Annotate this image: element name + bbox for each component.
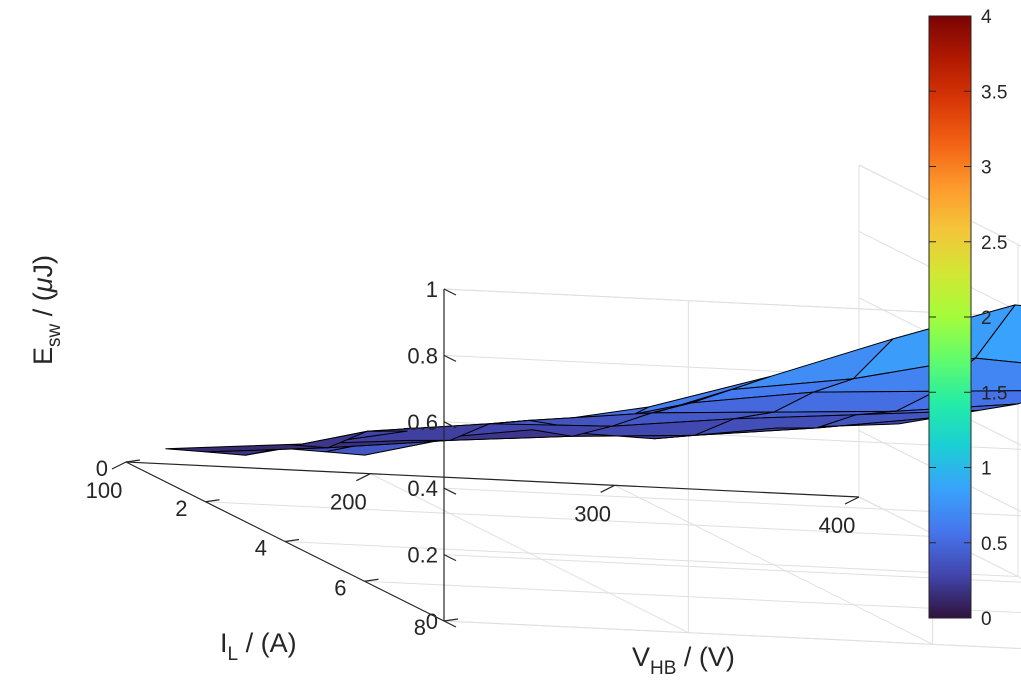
z-tick-label: 1: [426, 277, 438, 302]
x-axis-label: VHB / (V): [632, 642, 735, 679]
z-tick-mark: [443, 354, 457, 362]
x-tick-mark: [356, 473, 371, 482]
x-tick-mark: [600, 484, 615, 493]
z-tick-label: 0.8: [407, 343, 438, 368]
y-axis-label: IL / (A): [220, 628, 297, 665]
y-tick-mark: [205, 499, 220, 503]
colorbar-tick-label: 2: [981, 308, 992, 329]
y-tick-label: 4: [255, 536, 267, 561]
z-tick-mark: [443, 554, 457, 562]
y-tick-mark: [125, 459, 141, 463]
colorbar-ticks: 0 0.5 1 1.5 2 2.5 3 3.5 4: [929, 7, 1007, 630]
grid-line-y: [205, 501, 939, 538]
y-tick-mark: [284, 538, 300, 543]
colorbar-tick-label: 0.5: [981, 534, 1007, 555]
colorbar-tick-label: 3.5: [981, 82, 1007, 103]
z-tick-mark: [443, 620, 457, 628]
y-tick-label: 0: [96, 456, 108, 481]
z-tick-mark: [443, 487, 457, 495]
x-tick-label: 300: [574, 501, 611, 526]
z-axis-label: Esw / (μJ): [28, 255, 65, 365]
x-tick-label: 100: [86, 478, 123, 503]
colorbar-tick-label: 2.5: [981, 233, 1007, 254]
box-edge: [443, 288, 1021, 318]
grid-line-y: [284, 541, 1019, 577]
grid-line-y: [364, 580, 1021, 614]
x-tick-mark: [111, 461, 127, 470]
y-tick-label: 2: [175, 496, 187, 521]
z-tick-label: 0.2: [407, 543, 438, 568]
x-axis-line: [125, 461, 860, 498]
y-tick-label: 8: [414, 615, 426, 640]
colorbar-tick-label: 1: [981, 459, 992, 480]
z-tick-mark: [443, 288, 457, 296]
y-tick-mark: [443, 618, 459, 622]
colorbar-tick-label: 3: [981, 158, 992, 179]
grid-line-z: [443, 554, 1021, 583]
surface-patch: [165, 444, 329, 453]
colorbar-tick-label: 4: [981, 7, 992, 28]
box-edge: [858, 164, 1021, 247]
colorbar-tick-label: 0: [981, 609, 992, 630]
x-tick-label: 400: [819, 513, 856, 538]
grid-line-y: [443, 620, 1021, 650]
y-tick-label: 6: [334, 575, 346, 600]
y-tick-mark: [364, 578, 379, 582]
z-tick-mark: [443, 421, 457, 429]
colorbar-tick-label: 1.5: [981, 383, 1007, 404]
x-tick-mark: [844, 496, 860, 505]
z-tick-label: 0.6: [407, 410, 438, 435]
z-tick-label: 0.4: [407, 476, 438, 501]
z-tick-label: 0: [426, 609, 438, 634]
grid-line-z: [443, 487, 1021, 517]
x-tick-label: 200: [330, 490, 367, 515]
